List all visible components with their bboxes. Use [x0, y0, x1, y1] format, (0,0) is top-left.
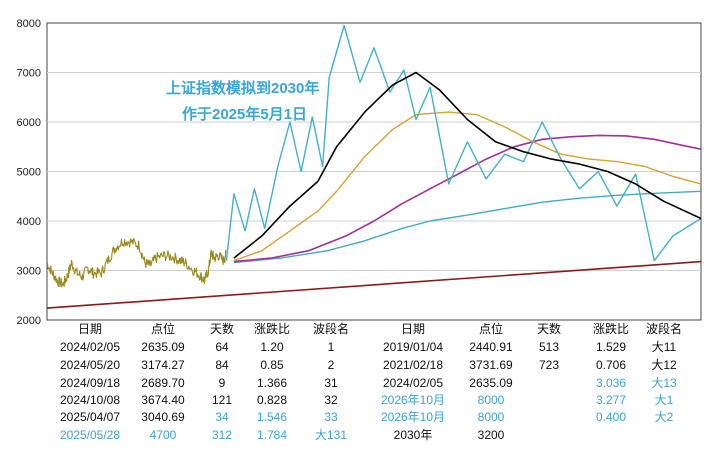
right-table-header: 天数: [536, 322, 562, 336]
left-table-cell: 33: [324, 410, 338, 424]
ma-black-line: [233, 71, 702, 259]
left-table-header: 涨跌比: [253, 322, 291, 336]
right-table-cell: 3200: [477, 428, 505, 442]
chart-title: 上证指数模拟到2030年: [166, 80, 320, 97]
left-table-cell: 32: [324, 393, 338, 407]
y-axis: 2000 3000 4000 5000 6000 7000 8000: [17, 18, 41, 327]
left-table-cell: 2024/02/05: [59, 340, 121, 354]
ma-teal-line: [233, 190, 702, 264]
left-table-header: 波段名: [312, 322, 350, 336]
left-table-cell: 3040.69: [141, 410, 185, 424]
left-table-header: 日期: [77, 322, 103, 336]
left-table-cell: 0.828: [256, 393, 288, 407]
right-table-cell: 大13: [651, 376, 677, 390]
right-table-cell: 2024/02/05: [382, 376, 444, 390]
left-table-cell: 4700: [149, 428, 177, 442]
left-table-cell: 3174.27: [141, 358, 185, 372]
right-table-cell: 1.529: [595, 340, 627, 354]
right-table-cell: 3.277: [595, 393, 627, 407]
y-tick-3000: 3000: [17, 266, 41, 278]
ma-gold-line: [233, 111, 702, 262]
right-table-cell: 大12: [651, 358, 677, 372]
right-table-cell: 2019/01/04: [382, 340, 444, 354]
left-table-cell: 312: [211, 428, 233, 442]
y-tick-2000: 2000: [17, 315, 41, 327]
right-table-cell: 8000: [477, 393, 505, 407]
left-table-cell: 2024/05/20: [59, 358, 121, 372]
right-table-header: 点位: [478, 322, 504, 336]
right-table-header: 涨跌比: [592, 322, 630, 336]
right-table-header: 日期: [400, 322, 426, 336]
left-table-cell: 2: [327, 358, 335, 372]
right-table-cell: 2440.91: [469, 340, 513, 354]
chart-subtitle: 作于2025年5月1日: [182, 106, 308, 123]
right-table-cell: 723: [538, 358, 560, 372]
left-table-cell: 大131: [314, 428, 348, 442]
left-table-cell: 2689.70: [141, 376, 185, 390]
left-table-header: 天数: [209, 322, 235, 336]
right-table-cell: 513: [538, 340, 560, 354]
right-table-cell: 2026年10月: [380, 393, 446, 407]
projection-line: [225, 24, 702, 262]
left-table-cell: 2025/04/07: [59, 410, 121, 424]
ma-purple-line: [233, 134, 702, 263]
left-table-header: 点位: [150, 322, 176, 336]
right-table-header: 波段名: [645, 322, 683, 336]
left-table-cell: 1.784: [256, 428, 288, 442]
price-line: [46, 237, 227, 288]
y-tick-4000: 4000: [17, 216, 41, 228]
right-table-cell: 0.706: [595, 358, 627, 372]
left-table-cell: 3674.40: [141, 393, 185, 407]
left-table-cell: 2024/09/18: [59, 376, 121, 390]
right-table-cell: 大1: [654, 393, 674, 407]
right-table-cell: 2635.09: [469, 376, 513, 390]
left-table-cell: 1: [327, 340, 335, 354]
right-table-cell: 8000: [477, 410, 505, 424]
left-table-cell: 9: [218, 376, 226, 390]
right-table-cell: 2026年10月: [380, 410, 446, 424]
left-table-cell: 1.366: [256, 376, 288, 390]
right-table-cell: 大11: [651, 340, 677, 354]
right-table-cell: 2030年: [393, 428, 433, 442]
left-table-cell: 2025/05/28: [59, 428, 121, 442]
y-tick-8000: 8000: [17, 18, 41, 30]
left-table-cell: 121: [211, 393, 233, 407]
left-table-cell: 84: [215, 358, 229, 372]
right-table-cell: 大2: [654, 410, 674, 424]
left-table-cell: 1.20: [260, 340, 284, 354]
left-table-cell: 64: [215, 340, 229, 354]
series-layer: [46, 24, 702, 309]
trend-line: [46, 260, 702, 309]
y-tick-6000: 6000: [17, 117, 41, 129]
y-tick-7000: 7000: [17, 68, 41, 80]
right-table-cell: 3731.69: [469, 358, 513, 372]
left-table-cell: 2024/10/08: [59, 393, 121, 407]
left-table-cell: 0.85: [260, 358, 284, 372]
right-table-cell: 2021/02/18: [382, 358, 444, 372]
right-table-cell: 0.400: [595, 410, 627, 424]
y-tick-5000: 5000: [17, 167, 41, 179]
left-table-cell: 2635.09: [141, 340, 185, 354]
left-table-cell: 1.546: [256, 410, 288, 424]
left-table-cell: 31: [324, 376, 338, 390]
right-table-cell: 3.036: [595, 376, 627, 390]
left-table-cell: 34: [215, 410, 229, 424]
